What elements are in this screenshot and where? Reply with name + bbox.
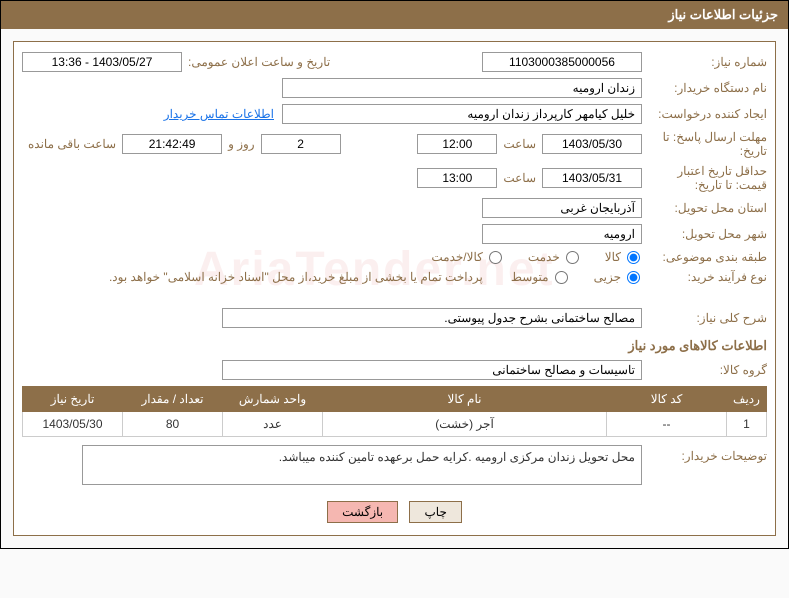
th-row: ردیف <box>727 387 767 412</box>
price-validity-time-label: ساعت <box>497 171 542 185</box>
classification-group: کالا خدمت کالا/خدمت <box>413 250 642 264</box>
response-time-label: ساعت <box>497 137 542 151</box>
radio-partial-input[interactable] <box>627 271 640 284</box>
purchase-note: پرداخت تمام یا بخشی از مبلغ خرید،از محل … <box>109 270 483 284</box>
requester-label: ایجاد کننده درخواست: <box>642 107 767 121</box>
delivery-province-label: استان محل تحویل: <box>642 201 767 215</box>
radio-medium-input[interactable] <box>555 271 568 284</box>
delivery-city-value: ارومیه <box>482 224 642 244</box>
td-row: 1 <box>727 412 767 437</box>
th-code: کد کالا <box>607 387 727 412</box>
radio-both[interactable]: کالا/خدمت <box>431 250 503 264</box>
table-row: 1 -- آجر (خشت) عدد 80 1403/05/30 <box>23 412 767 437</box>
need-number-value: 1103000385000056 <box>482 52 642 72</box>
td-qty: 80 <box>123 412 223 437</box>
response-deadline-date: 1403/05/30 <box>542 134 642 154</box>
print-button[interactable]: چاپ <box>409 501 461 523</box>
announce-date-label: تاریخ و ساعت اعلان عمومی: <box>182 55 336 69</box>
td-date: 1403/05/30 <box>23 412 123 437</box>
response-days: 2 <box>261 134 341 154</box>
price-validity-label: حداقل تاریخ اعتبار قیمت: تا تاریخ: <box>642 164 767 192</box>
response-remain-label: ساعت باقی مانده <box>22 137 122 151</box>
page-header: جزئیات اطلاعات نیاز <box>1 1 788 29</box>
page-title: جزئیات اطلاعات نیاز <box>668 7 778 22</box>
button-row: چاپ بازگشت <box>22 491 767 527</box>
radio-goods[interactable]: کالا <box>605 250 642 264</box>
contact-link[interactable]: اطلاعات تماس خریدار <box>164 107 274 121</box>
response-deadline-label: مهلت ارسال پاسخ: تا تاریخ: <box>642 130 767 158</box>
buyer-org-label: نام دستگاه خریدار: <box>642 81 767 95</box>
classification-label: طبقه بندی موضوعی: <box>642 250 767 264</box>
radio-medium[interactable]: متوسط <box>511 270 570 284</box>
goods-group-label: گروه کالا: <box>642 363 767 377</box>
th-unit: واحد شمارش <box>223 387 323 412</box>
goods-group-value: تاسیسات و مصالح ساختمانی <box>222 360 642 380</box>
response-remain: 21:42:49 <box>122 134 222 154</box>
back-button[interactable]: بازگشت <box>327 501 398 523</box>
purchase-type-group: جزیی متوسط <box>493 270 642 284</box>
buyer-desc-label: توضیحات خریدار: <box>642 445 767 463</box>
price-validity-date: 1403/05/31 <box>542 168 642 188</box>
td-unit: عدد <box>223 412 323 437</box>
th-qty: تعداد / مقدار <box>123 387 223 412</box>
response-deadline-time: 12:00 <box>417 134 497 154</box>
radio-goods-input[interactable] <box>627 251 640 264</box>
radio-service[interactable]: خدمت <box>528 250 581 264</box>
radio-both-input[interactable] <box>489 251 502 264</box>
buyer-org-value: زندان ارومیه <box>282 78 642 98</box>
requester-value: خلیل کیامهر کارپرداز زندان ارومیه <box>282 104 642 124</box>
radio-partial[interactable]: جزیی <box>594 270 642 284</box>
delivery-city-label: شهر محل تحویل: <box>642 227 767 241</box>
th-name: نام کالا <box>323 387 607 412</box>
buyer-desc-value: محل تحویل زندان مرکزی ارومیه .کرایه حمل … <box>82 445 642 485</box>
goods-table: ردیف کد کالا نام کالا واحد شمارش تعداد /… <box>22 386 767 437</box>
need-number-label: شماره نیاز: <box>642 55 767 69</box>
th-date: تاریخ نیاز <box>23 387 123 412</box>
td-code: -- <box>607 412 727 437</box>
price-validity-time: 13:00 <box>417 168 497 188</box>
goods-section-title: اطلاعات کالاهای مورد نیاز <box>22 338 767 354</box>
delivery-province-value: آذربایجان غربی <box>482 198 642 218</box>
response-days-label: روز و <box>222 137 261 151</box>
need-desc-label: شرح کلی نیاز: <box>642 311 767 325</box>
radio-service-input[interactable] <box>566 251 579 264</box>
form-panel: AriaTender.net شماره نیاز: 1103000385000… <box>13 41 776 536</box>
purchase-type-label: نوع فرآیند خرید: <box>642 270 767 284</box>
td-name: آجر (خشت) <box>323 412 607 437</box>
need-desc-value: مصالح ساختمانی بشرح جدول پیوستی. <box>222 308 642 328</box>
announce-date-value: 1403/05/27 - 13:36 <box>22 52 182 72</box>
